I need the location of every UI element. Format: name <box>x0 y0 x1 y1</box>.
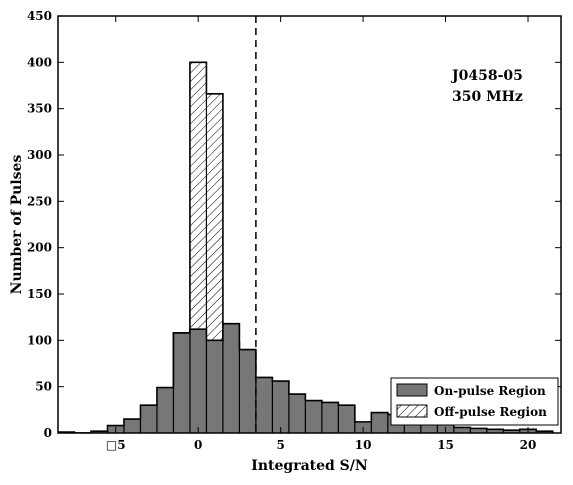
on-pulse-bar <box>255 377 273 433</box>
x-tick-label: 15 <box>437 438 454 452</box>
legend-label-off-pulse: Off-pulse Region <box>434 405 547 419</box>
y-tick-label: 200 <box>27 241 52 255</box>
x-tick-label: 10 <box>355 438 372 452</box>
on-pulse-bar <box>486 429 504 433</box>
y-tick-label: 50 <box>35 380 52 394</box>
x-axis-label: Integrated S/N <box>251 458 368 474</box>
plot-frame <box>57 15 562 434</box>
y-axis-label: Number of Pulses <box>9 155 25 295</box>
y-tick-label: 100 <box>27 333 52 347</box>
on-pulse-bar <box>239 349 256 433</box>
on-pulse-bar <box>189 329 207 433</box>
on-pulse-bar <box>123 419 141 433</box>
y-tick-label: 350 <box>27 102 52 116</box>
y-tick-label: 300 <box>27 148 52 162</box>
legend-label-on-pulse: On-pulse Region <box>434 384 546 398</box>
off-pulse-outline <box>58 61 553 433</box>
y-tick-label: 250 <box>27 194 52 208</box>
x-tick-label: 5 <box>276 438 284 452</box>
legend-swatch-off-pulse <box>396 404 428 418</box>
on-pulse-bar <box>371 412 388 433</box>
y-tick-label: 450 <box>27 9 52 23</box>
on-pulse-bar <box>453 427 471 433</box>
legend-swatch-on-pulse <box>396 383 428 397</box>
annotation-frequency: 350 MHz <box>452 89 523 105</box>
on-pulse-bar <box>321 402 339 433</box>
x-tick-label: 20 <box>520 438 537 452</box>
on-pulse-bar <box>536 431 553 433</box>
on-pulse-bar <box>222 323 240 433</box>
y-tick-label: 150 <box>27 287 52 301</box>
off-pulse-series <box>58 61 553 433</box>
on-pulse-bar <box>173 332 190 433</box>
legend: On-pulse Region Off-pulse Region <box>390 377 559 426</box>
on-pulse-bar <box>503 430 520 433</box>
y-tick-label: 0 <box>44 426 52 440</box>
on-pulse-bar <box>338 405 355 433</box>
on-pulse-bar <box>272 381 289 433</box>
x-tick-label: 0 <box>194 438 202 452</box>
on-pulse-bar <box>156 387 174 433</box>
on-pulse-bar <box>305 400 322 433</box>
y-tick-label: 400 <box>27 55 52 69</box>
x-tick-label: □5 <box>106 438 126 452</box>
on-pulse-bar <box>470 428 487 433</box>
on-pulse-bar <box>140 405 157 433</box>
on-pulse-bar <box>206 340 223 433</box>
bars-layer <box>58 61 554 433</box>
on-pulse-bar <box>288 394 306 433</box>
annotation-pulsar-name: J0458-05 <box>450 68 523 84</box>
on-pulse-bar <box>90 431 108 433</box>
